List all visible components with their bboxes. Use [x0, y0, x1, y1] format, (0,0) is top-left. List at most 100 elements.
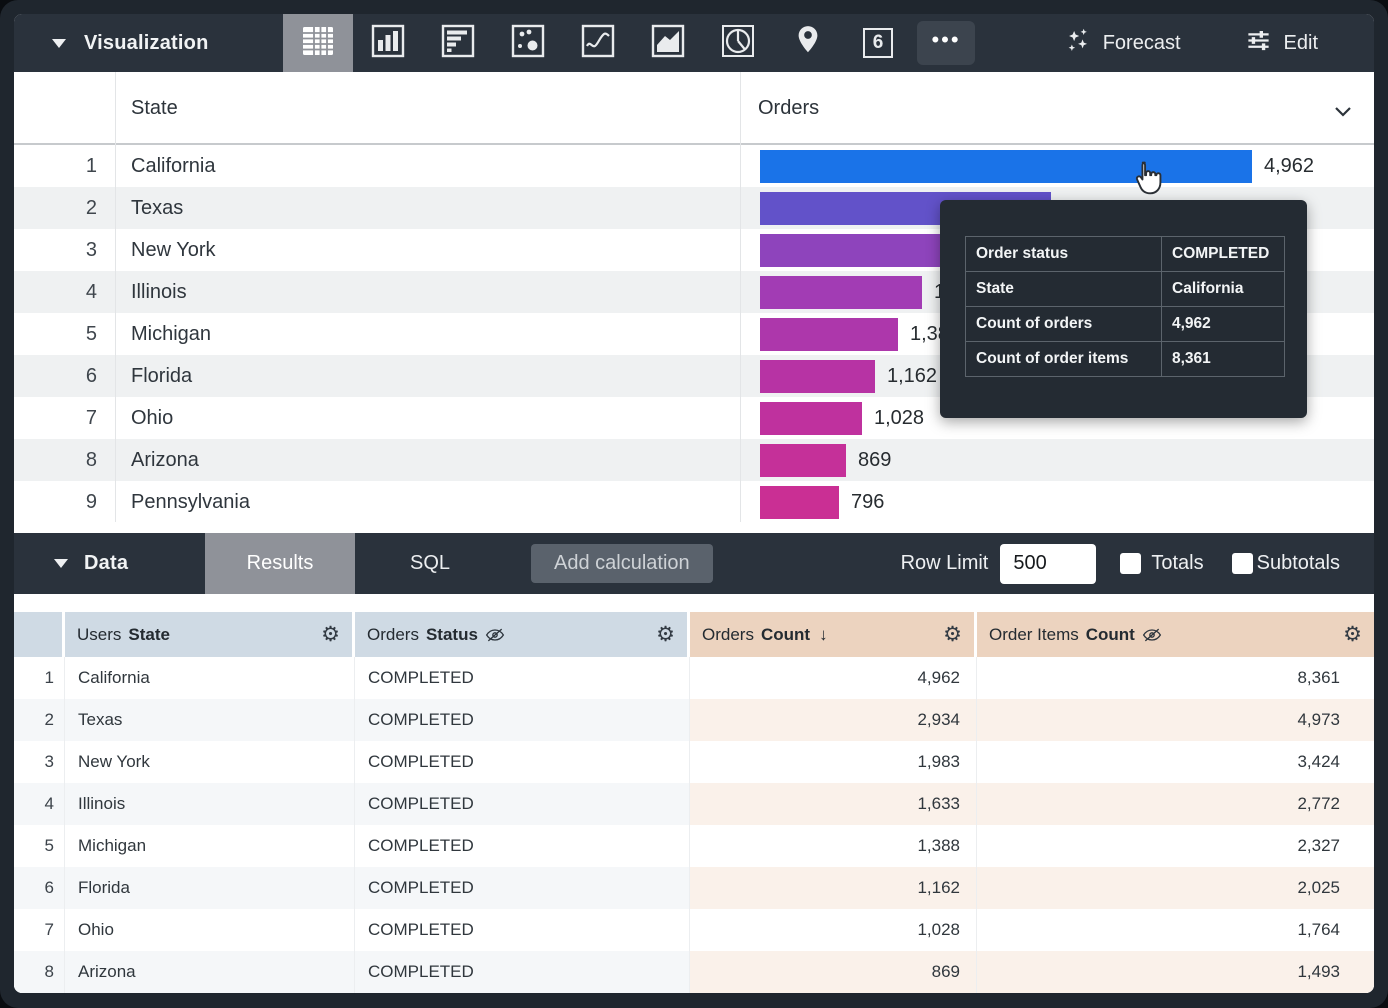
hover-tooltip: Order status COMPLETED State California Coun… — [940, 200, 1307, 418]
viz-row-number: 9 — [85, 490, 97, 513]
order-items-count-cell[interactable]: 3,424 — [977, 741, 1374, 783]
row-number-cell[interactable]: 5 — [14, 825, 65, 867]
status-cell[interactable]: COMPLETED — [355, 867, 690, 909]
table-chart-icon — [301, 24, 335, 63]
order-items-count-cell[interactable]: 4,973 — [977, 699, 1374, 741]
data-section-toggle[interactable]: Data — [14, 533, 205, 594]
viz-row-state: Michigan — [131, 322, 212, 345]
viz-orders-column-header[interactable]: Orders — [758, 96, 820, 119]
viz-type-area-button[interactable] — [633, 14, 703, 72]
column-header-orders-status[interactable]: Orders Status ⚙ — [355, 612, 690, 657]
orders-bar-value: 869 — [858, 448, 892, 471]
status-cell[interactable]: COMPLETED — [355, 909, 690, 951]
mouse-cursor-pointer — [1130, 160, 1166, 203]
row-limit-input[interactable] — [1000, 543, 1097, 584]
gear-icon[interactable]: ⚙ — [656, 623, 675, 646]
visualization-label: Visualization — [84, 31, 209, 54]
orders-bar[interactable] — [760, 275, 922, 309]
viz-type-single-value-button[interactable]: 6 — [843, 14, 913, 72]
row-number-cell[interactable]: 7 — [14, 909, 65, 951]
table-row: 6 Florida COMPLETED 1,162 2,025 — [14, 867, 1374, 909]
state-cell[interactable]: Ohio — [65, 909, 355, 951]
table-row: 5 Michigan COMPLETED 1,388 2,327 — [14, 825, 1374, 867]
orders-bar[interactable] — [760, 443, 846, 477]
gear-icon[interactable]: ⚙ — [1343, 623, 1362, 646]
tooltip-row: Count of orders 4,962 — [965, 306, 1285, 342]
gear-icon[interactable]: ⚙ — [321, 623, 340, 646]
viz-row-number: 2 — [85, 196, 97, 219]
orders-bar[interactable] — [760, 317, 898, 351]
orders-count-cell[interactable]: 1,983 — [690, 741, 977, 783]
status-cell[interactable]: COMPLETED — [355, 783, 690, 825]
state-cell[interactable]: Arizona — [65, 951, 355, 993]
data-label: Data — [84, 552, 129, 574]
forecast-button[interactable]: Forecast — [1064, 27, 1181, 60]
column-header-orders-count[interactable]: Orders Count ↓ ⚙ — [690, 612, 977, 657]
viz-type-line-button[interactable] — [563, 14, 633, 72]
state-cell[interactable]: Florida — [65, 867, 355, 909]
orders-bar[interactable] — [760, 359, 875, 393]
orders-bar[interactable] — [760, 149, 1252, 183]
orders-bar-value: 1,162 — [887, 364, 938, 387]
tooltip-field-value: California — [1161, 271, 1285, 307]
state-cell[interactable]: New York — [65, 741, 355, 783]
orders-bar[interactable] — [760, 401, 862, 435]
add-calculation-button[interactable]: Add calculation — [531, 544, 713, 583]
orders-count-cell[interactable]: 1,162 — [690, 867, 977, 909]
tooltip-field-value: 4,962 — [1161, 306, 1285, 342]
gear-icon[interactable]: ⚙ — [943, 623, 962, 646]
chevron-down-icon[interactable] — [1334, 104, 1352, 122]
viz-type-pie-button[interactable] — [703, 14, 773, 72]
row-number-cell[interactable]: 8 — [14, 951, 65, 993]
viz-type-column-button[interactable] — [353, 14, 423, 72]
status-cell[interactable]: COMPLETED — [355, 825, 690, 867]
viz-type-table-button[interactable] — [283, 14, 353, 72]
column-header-users-state[interactable]: Users State ⚙ — [65, 612, 355, 657]
row-number-cell[interactable]: 2 — [14, 699, 65, 741]
orders-count-cell[interactable]: 1,633 — [690, 783, 977, 825]
viz-type-scatter-button[interactable] — [493, 14, 563, 72]
orders-bar[interactable] — [760, 485, 839, 519]
subtotals-checkbox[interactable] — [1231, 553, 1253, 574]
totals-checkbox[interactable] — [1120, 553, 1142, 574]
column-header-label: Orders Status — [367, 625, 505, 645]
state-cell[interactable]: Michigan — [65, 825, 355, 867]
status-cell[interactable]: COMPLETED — [355, 657, 690, 699]
column-header-order-items-count[interactable]: Order Items Count ⚙ — [977, 612, 1374, 657]
orders-bar[interactable] — [760, 233, 957, 267]
tooltip-body: Order status COMPLETED State California Coun… — [965, 236, 1285, 377]
status-cell[interactable]: COMPLETED — [355, 951, 690, 993]
row-number-cell[interactable]: 4 — [14, 783, 65, 825]
order-items-count-cell[interactable]: 8,361 — [977, 657, 1374, 699]
status-cell[interactable]: COMPLETED — [355, 699, 690, 741]
order-items-count-cell[interactable]: 1,493 — [977, 951, 1374, 993]
order-items-count-cell[interactable]: 2,772 — [977, 783, 1374, 825]
state-cell[interactable]: Texas — [65, 699, 355, 741]
tooltip-field-label: Order status — [965, 236, 1162, 272]
area-chart-icon — [651, 24, 685, 63]
state-cell[interactable]: California — [65, 657, 355, 699]
order-items-count-cell[interactable]: 1,764 — [977, 909, 1374, 951]
row-number-cell[interactable]: 6 — [14, 867, 65, 909]
orders-count-cell[interactable]: 2,934 — [690, 699, 977, 741]
orders-count-cell[interactable]: 1,028 — [690, 909, 977, 951]
tab-sql[interactable]: SQL — [409, 552, 451, 574]
row-number-cell[interactable]: 3 — [14, 741, 65, 783]
viz-state-column-header[interactable]: State — [131, 96, 178, 119]
orders-count-cell[interactable]: 869 — [690, 951, 977, 993]
viz-type-bar-button[interactable] — [423, 14, 493, 72]
visualization-section-toggle[interactable]: Visualization — [14, 14, 283, 72]
order-items-count-cell[interactable]: 2,025 — [977, 867, 1374, 909]
tab-results[interactable]: Results — [205, 533, 355, 594]
viz-table-header: State Orders — [14, 72, 1374, 144]
orders-count-cell[interactable]: 1,388 — [690, 825, 977, 867]
orders-count-cell[interactable]: 4,962 — [690, 657, 977, 699]
row-number-cell[interactable]: 1 — [14, 657, 65, 699]
table-row: 4 Illinois COMPLETED 1,633 2,772 — [14, 783, 1374, 825]
viz-type-map-button[interactable] — [773, 14, 843, 72]
edit-button[interactable]: Edit — [1245, 27, 1318, 60]
state-cell[interactable]: Illinois — [65, 783, 355, 825]
order-items-count-cell[interactable]: 2,327 — [977, 825, 1374, 867]
more-viz-types-button[interactable]: ••• — [917, 21, 975, 65]
status-cell[interactable]: COMPLETED — [355, 741, 690, 783]
